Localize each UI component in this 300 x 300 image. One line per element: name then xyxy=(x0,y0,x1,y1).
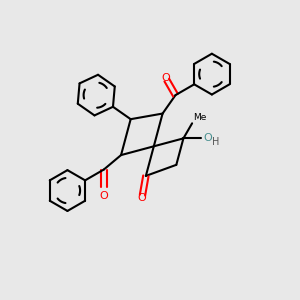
Text: H: H xyxy=(212,137,219,147)
Text: Me: Me xyxy=(194,113,207,122)
Text: O: O xyxy=(203,134,212,143)
Text: O: O xyxy=(99,191,108,201)
Text: O: O xyxy=(161,73,170,83)
Text: O: O xyxy=(138,193,147,203)
